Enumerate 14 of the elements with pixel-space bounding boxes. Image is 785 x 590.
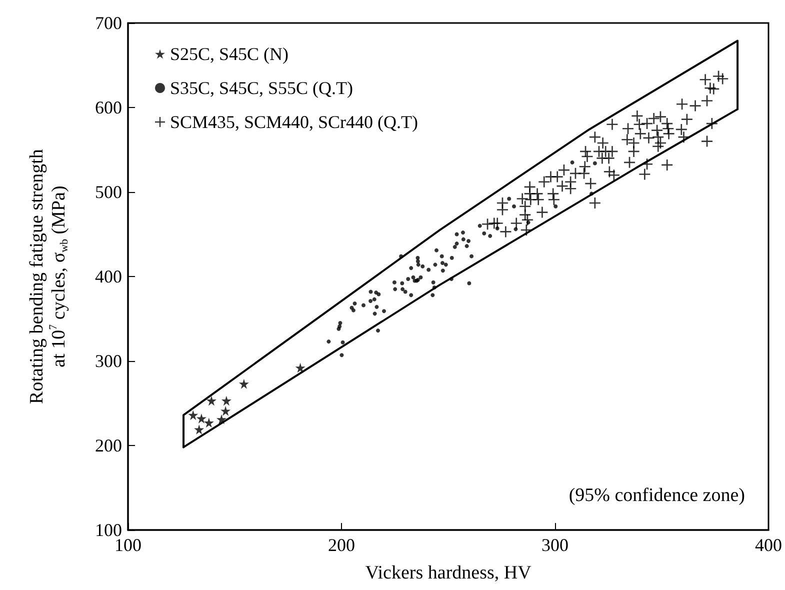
annotation: (95% confidence zone) bbox=[568, 485, 745, 506]
legend-label: S35C, S45C, S55C (Q.T) bbox=[170, 78, 354, 98]
x-tick-label: 300 bbox=[542, 535, 568, 555]
y-tick-label: 500 bbox=[95, 182, 122, 202]
legend-label: S25C, S45C (N) bbox=[170, 44, 289, 64]
x-tick-label: 400 bbox=[755, 535, 782, 555]
y-tick-label: 600 bbox=[95, 98, 122, 118]
y-tick-label: 200 bbox=[95, 436, 122, 456]
y-tick-label: 400 bbox=[95, 266, 122, 286]
x-tick-label: 200 bbox=[328, 535, 355, 555]
legend-label: SCM435, SCM440, SCr440 (Q.T) bbox=[170, 112, 418, 132]
x-axis-title: Vickers hardness, HV bbox=[365, 562, 532, 584]
y-tick-label: 700 bbox=[95, 13, 122, 33]
y-tick-label: 300 bbox=[95, 351, 122, 371]
